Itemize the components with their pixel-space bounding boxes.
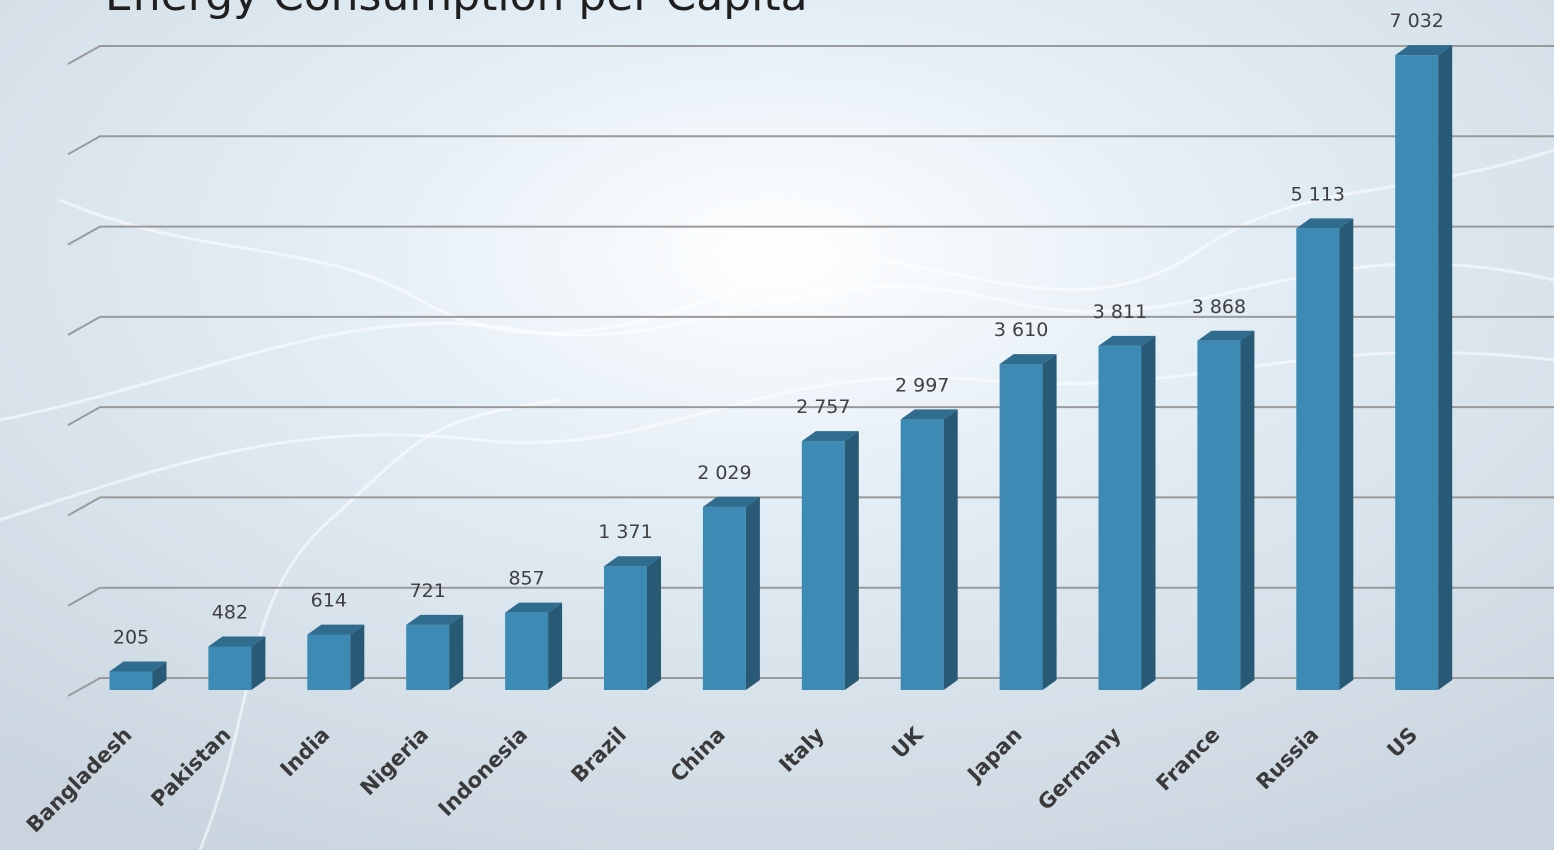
bar-top [604, 556, 661, 567]
bar [801, 431, 859, 690]
bar-side [943, 409, 958, 690]
bar-front [702, 506, 746, 690]
grid-line [67, 586, 1554, 607]
bar [307, 624, 365, 690]
bar [1296, 218, 1354, 691]
bar-top [1395, 45, 1453, 56]
bar [900, 409, 958, 690]
bar-side [647, 556, 661, 690]
bar-front [1197, 340, 1241, 690]
grid-line [67, 45, 1554, 65]
data-label: 5 113 [1291, 183, 1345, 205]
bar-top [406, 614, 464, 625]
bar-front [1296, 228, 1340, 691]
bar-front [208, 646, 252, 690]
bar-top [999, 354, 1057, 365]
bar [604, 556, 661, 690]
data-label: 3 811 [1093, 301, 1147, 323]
grid-line [67, 315, 1554, 336]
bar-side [844, 431, 859, 690]
bar-top [1098, 335, 1156, 346]
bar-side [449, 614, 464, 690]
grid-line [67, 225, 1554, 246]
bar-side [548, 602, 563, 690]
grid-line [67, 496, 1554, 517]
grid-line [67, 677, 1554, 697]
bar-front [604, 566, 647, 690]
bar-front [406, 624, 450, 690]
bar-front [999, 364, 1043, 690]
bar [406, 614, 464, 690]
bar [702, 496, 760, 690]
bar-front [1098, 345, 1142, 690]
bar-top [702, 496, 760, 507]
data-label: 3 868 [1192, 296, 1246, 318]
grid-line [67, 135, 1554, 156]
bar-side [251, 636, 266, 690]
bar [999, 354, 1057, 690]
data-label: 614 [311, 590, 347, 612]
bar-front [1395, 55, 1439, 690]
bar [505, 602, 563, 690]
bar-side [1240, 330, 1255, 690]
bar-top [1296, 218, 1354, 229]
bar [208, 636, 266, 690]
bar-front [900, 419, 944, 690]
data-label: 7 032 [1389, 10, 1443, 32]
data-label: 857 [508, 568, 544, 590]
bar [1197, 330, 1255, 690]
chart-title: Energy Consumption per Capita [105, 0, 808, 21]
bar-top [505, 602, 563, 613]
data-label: 3 610 [994, 319, 1048, 341]
bar-top [900, 409, 958, 420]
bar-side [152, 661, 167, 690]
bar [1395, 45, 1453, 690]
bar [109, 661, 167, 690]
bar-top [307, 624, 365, 635]
bar-side [1438, 45, 1453, 690]
bar-top [801, 431, 859, 442]
bar-side [1141, 335, 1156, 690]
bar-front [109, 671, 153, 690]
bar-side [350, 624, 365, 690]
data-label: 205 [113, 626, 149, 648]
bar-side [1339, 218, 1354, 691]
bar-top [1197, 330, 1255, 341]
data-label: 2 997 [895, 374, 949, 396]
bar-side [1042, 354, 1057, 690]
bar-front [505, 612, 549, 690]
bar [1098, 335, 1156, 690]
grid-line [67, 406, 1554, 427]
data-label: 2 757 [796, 396, 850, 418]
bar-front [307, 634, 351, 690]
data-label: 1 371 [598, 521, 652, 543]
bar-side [745, 496, 760, 690]
bar-top [109, 661, 167, 672]
data-label: 2 029 [697, 462, 751, 484]
bar-top [208, 636, 266, 647]
bar-front [801, 441, 845, 690]
data-label: 721 [410, 580, 446, 602]
data-label: 482 [212, 601, 248, 623]
